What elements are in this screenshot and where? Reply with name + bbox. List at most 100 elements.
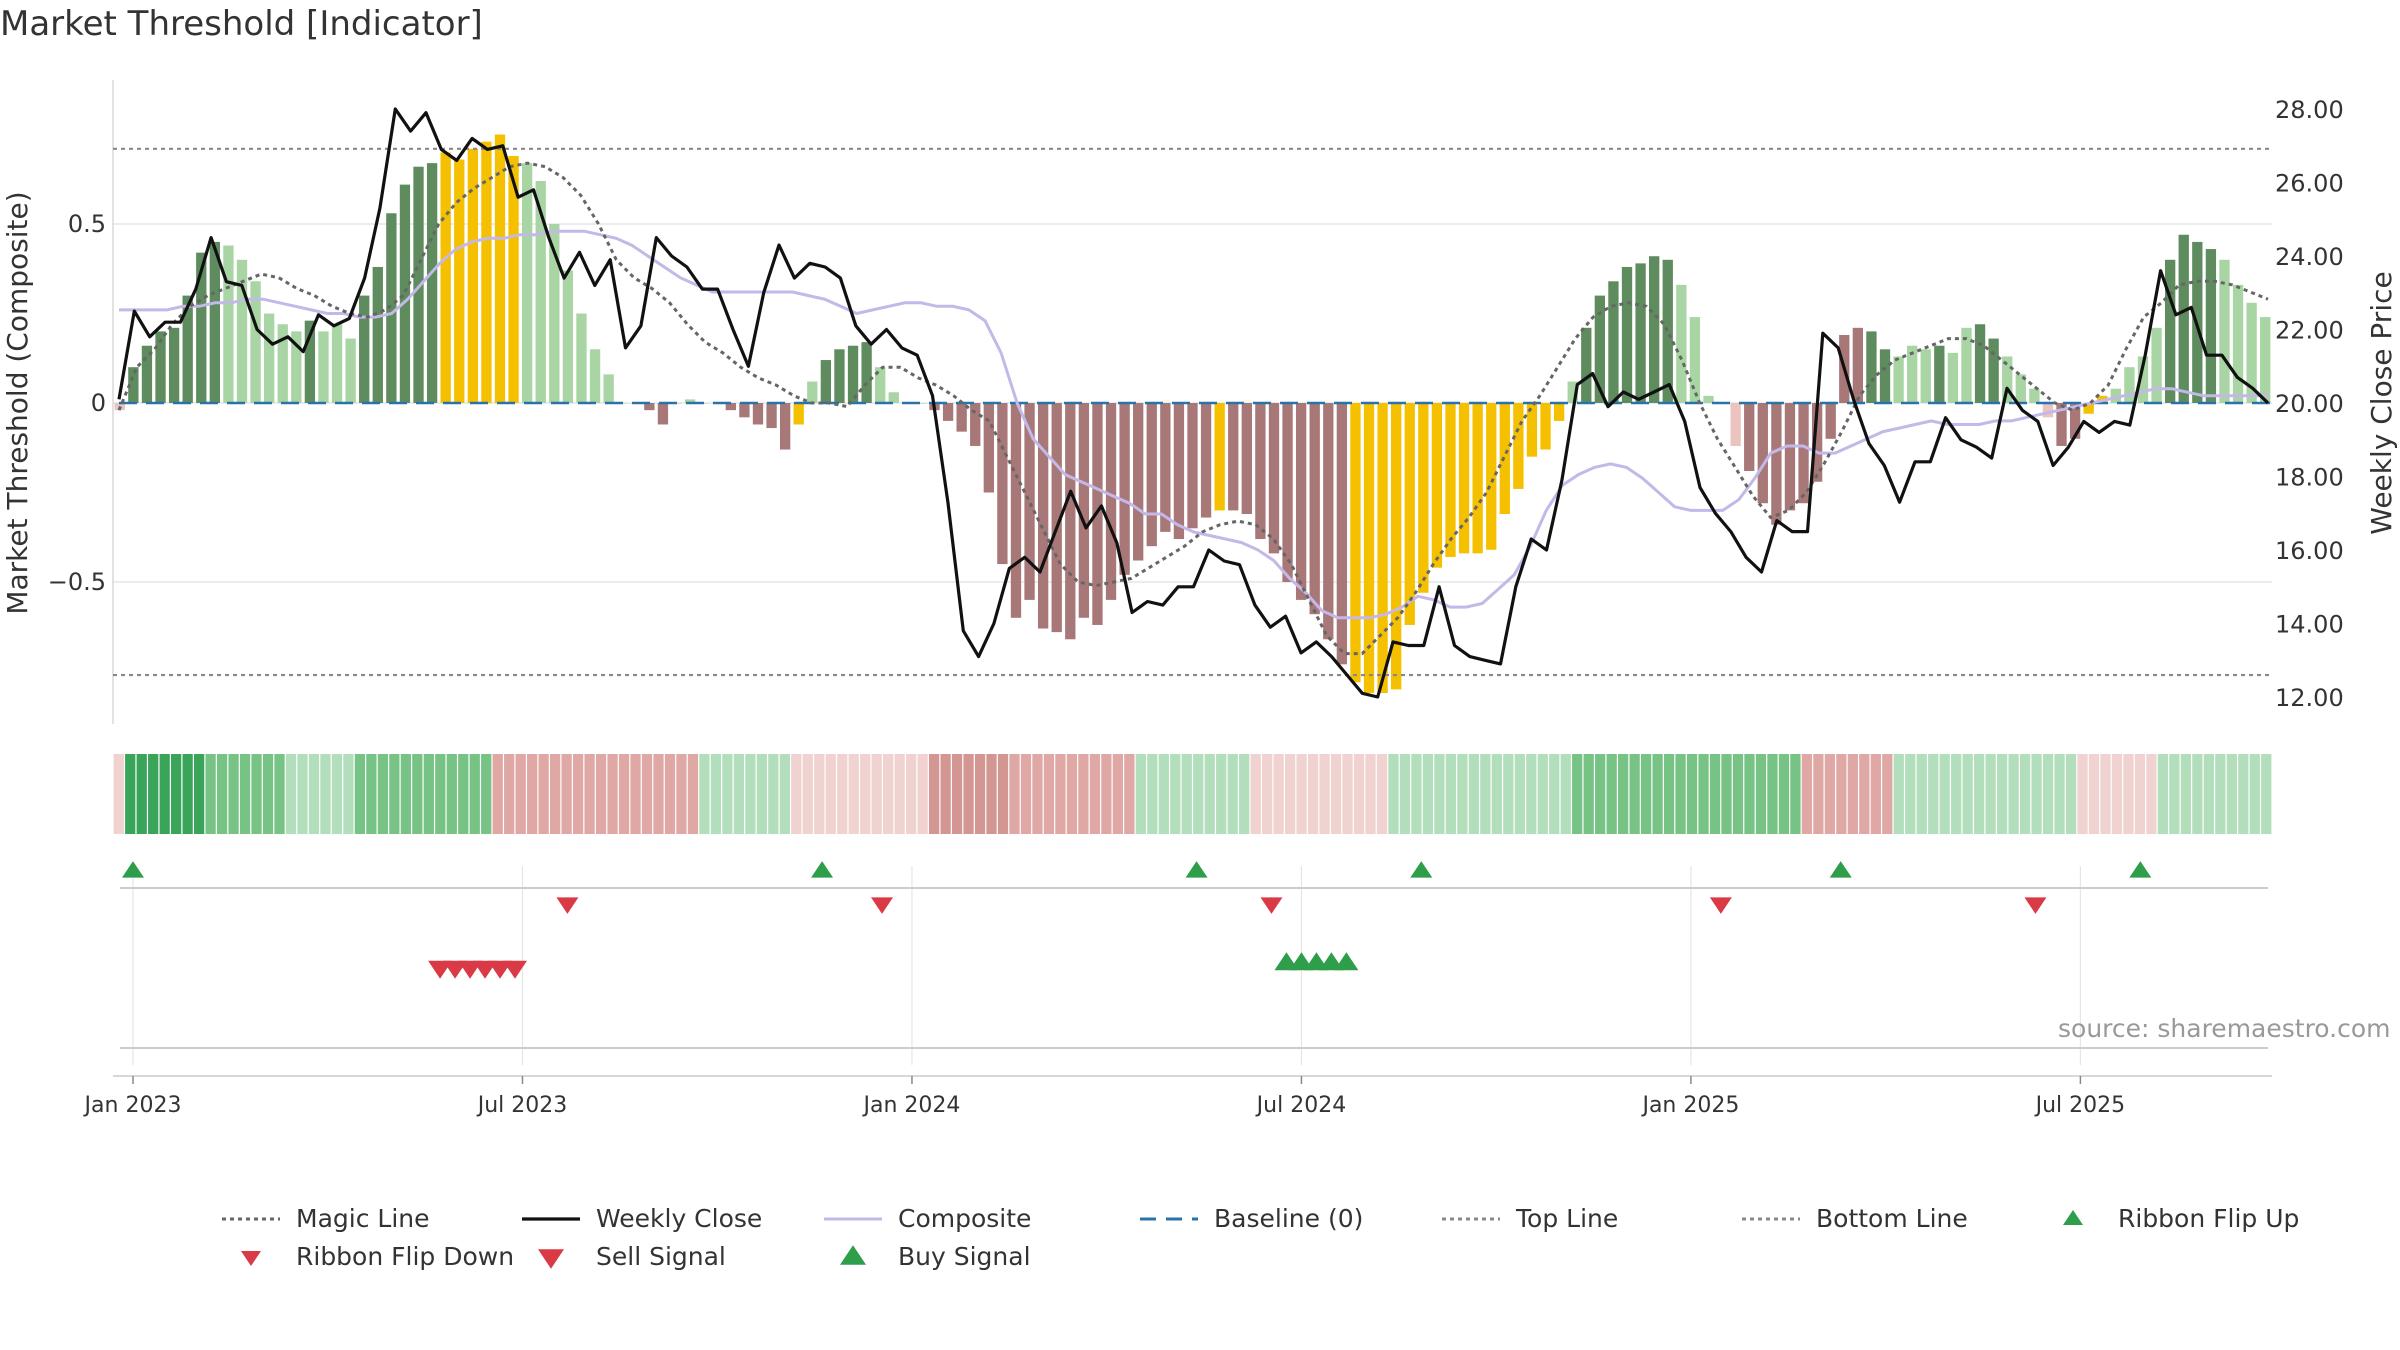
composite-bar	[2178, 234, 2189, 403]
ribbon-cell	[1411, 754, 1422, 834]
x-tick-label: Jan 2023	[83, 1093, 182, 1118]
ribbon-cell	[699, 754, 710, 834]
ribbon-cell	[1388, 754, 1399, 834]
ribbon-cell	[572, 754, 584, 834]
ribbon-cell	[848, 754, 859, 834]
ribbon-cell	[331, 754, 343, 834]
ribbon-cell	[1112, 754, 1123, 834]
composite-bar	[549, 224, 560, 403]
composite-bar	[182, 295, 193, 403]
composite-bar	[1594, 295, 1606, 403]
ribbon-cell	[171, 754, 182, 834]
legend-row: Magic Line Weekly Close Composite Baseline …	[220, 1204, 2400, 1242]
composite-bar	[1472, 403, 1483, 554]
ribbon-flip-up-marker	[2129, 861, 2152, 878]
ribbon-cell	[1158, 754, 1169, 834]
ribbon-cell	[791, 754, 802, 834]
ribbon-cell	[193, 754, 205, 834]
ribbon-flip-down-marker	[556, 897, 579, 914]
composite-bar	[983, 403, 994, 493]
legend-label: Baseline (0)	[1214, 1204, 1364, 1233]
composite-bar	[1988, 338, 1999, 403]
composite-bar	[291, 331, 302, 403]
ribbon-cell	[2192, 754, 2203, 834]
legend-label: Magic Line	[296, 1204, 430, 1233]
ribbon-cell	[1434, 754, 1445, 834]
composite-bar	[1445, 403, 1456, 557]
ribbon-cell	[1618, 754, 1629, 834]
composite-bar	[481, 141, 492, 403]
ribbon-cell	[1089, 754, 1101, 834]
composite-bar	[1757, 403, 1768, 504]
ribbon-cell	[2249, 754, 2260, 834]
composite-bar	[359, 295, 370, 403]
ribbon-cell	[1457, 754, 1468, 834]
composite-bar	[1621, 266, 1633, 403]
ribbon-cell	[1066, 754, 1078, 834]
composite-bar	[2232, 284, 2244, 403]
ribbon-cell	[1181, 754, 1192, 834]
legend-label: Bottom Line	[1816, 1204, 1968, 1233]
right-tick-label: 28.00	[2275, 96, 2344, 124]
ribbon-cell	[1342, 754, 1353, 834]
ribbon-flip-up-marker	[1410, 861, 1433, 878]
composite-bar	[1214, 403, 1225, 511]
composite-bar	[1907, 345, 1918, 403]
composite-bar	[1893, 356, 1904, 403]
ribbon-cell	[986, 754, 997, 834]
ribbon-flip-down-marker	[871, 897, 893, 914]
ribbon-cell	[285, 754, 297, 834]
composite-bar	[1811, 403, 1823, 482]
ribbon-cell	[2157, 754, 2169, 834]
composite-bar	[535, 181, 546, 403]
ribbon-cell	[837, 754, 848, 834]
composite-bar	[1553, 403, 1565, 421]
composite-bar	[1363, 403, 1375, 693]
ribbon-flip-down-marker	[1709, 897, 1732, 914]
composite-bar	[1228, 403, 1239, 511]
composite-bar	[1608, 281, 1619, 403]
ribbon-cell	[2134, 754, 2146, 834]
ribbon-cell	[1836, 754, 1847, 834]
ribbon-cell	[687, 754, 699, 834]
ribbon-flip-up-marker	[1829, 861, 1852, 878]
ribbon-cell	[1939, 754, 1950, 834]
composite-bar	[2151, 327, 2162, 403]
left-tick-label: −0.5	[48, 568, 106, 596]
composite-bar	[1961, 327, 1972, 403]
ribbon-cell	[733, 754, 745, 834]
ribbon-cell	[1503, 754, 1514, 834]
legend-item-baseline: Baseline (0)	[1138, 1204, 1363, 1233]
ribbon-cell	[1974, 754, 1985, 834]
ribbon-cell	[1239, 754, 1250, 834]
ribbon-cell	[745, 754, 756, 834]
ribbon-flip-up-marker	[1185, 861, 1208, 878]
legend-item-buy: Buy Signal	[822, 1242, 1031, 1271]
composite-bar	[576, 313, 587, 403]
ribbon-cell	[561, 754, 572, 834]
composite-bar	[1730, 403, 1741, 446]
composite-bar	[1078, 403, 1090, 618]
right-tick-label: 18.00	[2275, 464, 2344, 492]
ribbon-cell	[1572, 754, 1583, 834]
line-swatch-icon	[1742, 1217, 1800, 1220]
composite-bar	[875, 367, 886, 403]
ribbon-cell	[1468, 754, 1480, 834]
ribbon-cell	[1009, 754, 1020, 834]
ribbon-cell	[825, 754, 836, 834]
legend: Magic Line Weekly Close Composite Baseline …	[220, 1204, 2400, 1280]
ribbon-cell	[2146, 754, 2157, 834]
composite-bar	[1309, 403, 1320, 615]
ribbon-cell	[1124, 754, 1135, 834]
left-tick-label: 0	[91, 389, 106, 417]
ribbon-cell	[113, 754, 124, 834]
ribbon-flip-up-marker	[811, 861, 834, 878]
ribbon-cell	[630, 754, 641, 834]
ribbon-cell	[1640, 754, 1652, 834]
right-tick-label: 16.00	[2275, 537, 2344, 565]
composite-bar	[1486, 403, 1497, 550]
line-swatch-icon	[1442, 1217, 1500, 1220]
right-tick-label: 24.00	[2275, 243, 2344, 271]
composite-bar	[766, 403, 777, 429]
composite-bar	[345, 338, 356, 403]
